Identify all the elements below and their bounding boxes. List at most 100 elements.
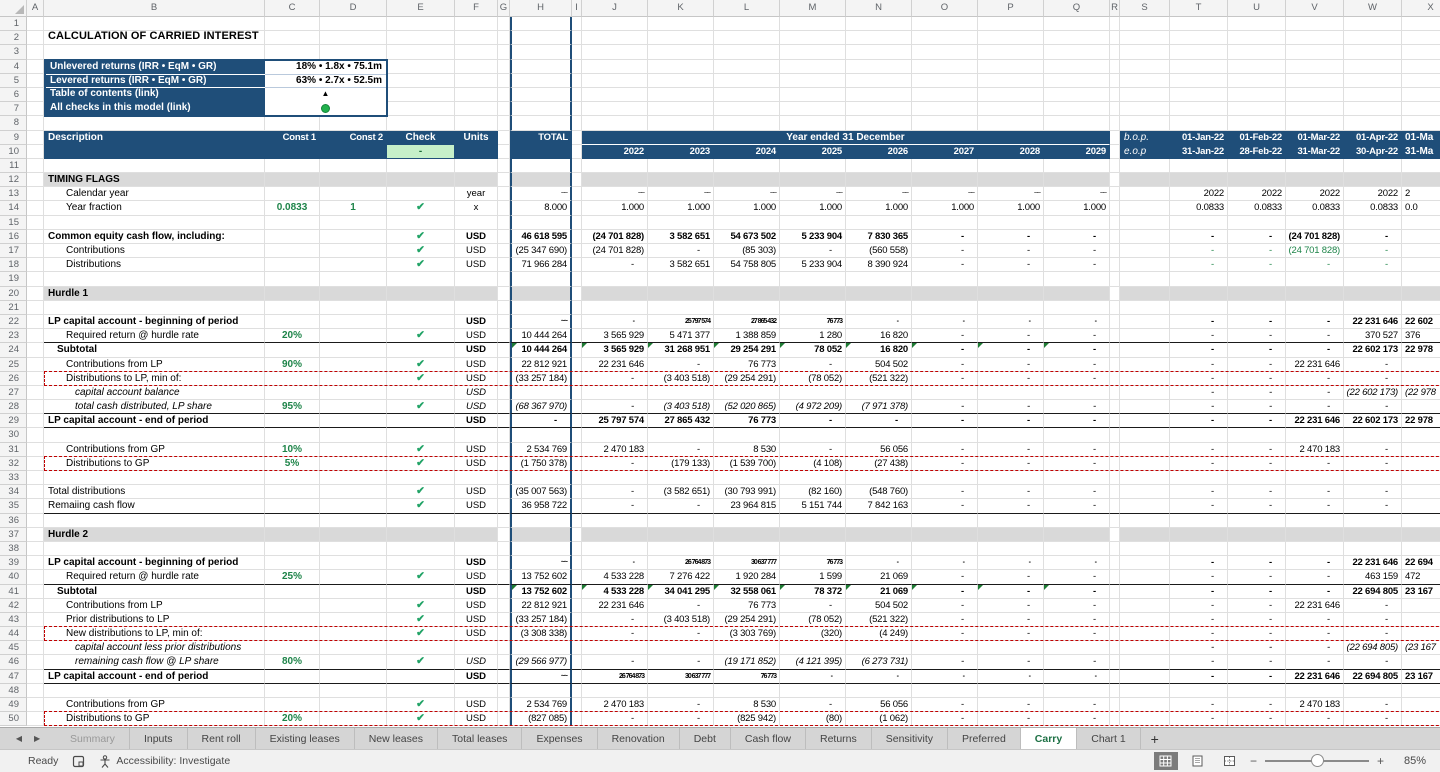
cell-Q28[interactable]: - <box>1044 400 1110 415</box>
cell-M21[interactable] <box>780 300 846 315</box>
cell-H8[interactable] <box>510 116 572 131</box>
cell-K19[interactable] <box>648 272 714 287</box>
cell-K16[interactable]: 3 582 651 <box>648 229 714 244</box>
cell-A33[interactable] <box>27 471 44 486</box>
cell-C17[interactable] <box>265 244 320 259</box>
cell-T31[interactable]: - <box>1170 442 1228 457</box>
col-header-C[interactable]: C <box>265 0 320 17</box>
cell-P33[interactable] <box>978 471 1044 486</box>
cell-W45[interactable]: (22 694 805) <box>1344 641 1402 656</box>
cell-T40[interactable]: - <box>1170 570 1228 585</box>
normal-view-button[interactable] <box>1153 752 1178 770</box>
cell-L29[interactable]: 76 773 <box>714 414 780 429</box>
cell-R3[interactable] <box>1110 45 1120 60</box>
cell-J7[interactable] <box>582 102 648 117</box>
cell-Q31[interactable]: - <box>1044 442 1110 457</box>
cell-Q21[interactable] <box>1044 300 1110 315</box>
cell-O34[interactable]: - <box>912 485 978 500</box>
cell-U37[interactable] <box>1228 527 1286 542</box>
cell-Q48[interactable] <box>1044 683 1110 698</box>
cell-V33[interactable] <box>1286 471 1344 486</box>
cell-R46[interactable] <box>1110 655 1120 670</box>
cell-N3[interactable] <box>846 45 912 60</box>
cell-T45[interactable]: - <box>1170 641 1228 656</box>
cell-C16[interactable] <box>265 229 320 244</box>
cell-B23[interactable]: Required return @ hurdle rate <box>44 329 265 344</box>
cell-N31[interactable]: 56 056 <box>846 442 912 457</box>
cell-P17[interactable]: - <box>978 244 1044 259</box>
cell-R18[interactable] <box>1110 258 1120 273</box>
cell-B40[interactable]: Required return @ hurdle rate <box>44 570 265 585</box>
cell-I44[interactable] <box>572 627 582 642</box>
cell-G15[interactable] <box>498 215 510 230</box>
cell-O4[interactable] <box>912 59 978 74</box>
cell-D47[interactable] <box>320 669 387 684</box>
cell-P13[interactable]: ~~ <box>978 187 1044 202</box>
cell-H31[interactable]: 2 534 769 <box>510 442 572 457</box>
cell-Q39[interactable]: - <box>1044 556 1110 571</box>
cell-X17[interactable] <box>1402 244 1440 259</box>
cell-B50[interactable]: Distributions to GP <box>44 712 265 727</box>
cell-F19[interactable] <box>455 272 498 287</box>
cell-J30[interactable] <box>582 428 648 443</box>
cell-B15[interactable] <box>44 215 265 230</box>
cell-U35[interactable]: - <box>1228 499 1286 514</box>
cell-S41[interactable] <box>1120 584 1170 599</box>
cell-E8[interactable] <box>387 116 455 131</box>
cell-Q6[interactable] <box>1044 87 1110 103</box>
cell-M7[interactable] <box>780 102 846 117</box>
cell-Q14[interactable]: 1.000 <box>1044 201 1110 216</box>
row-header-40[interactable]: 40 <box>0 570 27 585</box>
cell-R43[interactable] <box>1110 612 1120 628</box>
cell-V16[interactable]: (24 701 828) <box>1286 229 1344 244</box>
cell-F12[interactable] <box>455 173 498 188</box>
cell-V1[interactable] <box>1286 17 1344 32</box>
cell-T27[interactable]: - <box>1170 385 1228 401</box>
cell-K47[interactable]: 30 637 777 <box>648 669 714 684</box>
cell-G27[interactable] <box>498 385 510 401</box>
cell-V5[interactable] <box>1286 73 1344 88</box>
cell-O41[interactable]: - <box>912 584 978 599</box>
cell-C39[interactable] <box>265 556 320 571</box>
cell-I50[interactable] <box>572 712 582 727</box>
cell-V3[interactable] <box>1286 45 1344 60</box>
cell-C8[interactable] <box>265 116 320 131</box>
cell-A31[interactable] <box>27 442 44 457</box>
cell-Q42[interactable]: - <box>1044 598 1110 613</box>
cell-D2[interactable] <box>320 31 387 46</box>
cell-X35[interactable] <box>1402 499 1440 514</box>
cell-O6[interactable] <box>912 87 978 103</box>
cell-Q5[interactable] <box>1044 73 1110 88</box>
cell-M44[interactable]: (320) <box>780 627 846 642</box>
cell-J4[interactable] <box>582 59 648 74</box>
cell-U29[interactable]: - <box>1228 414 1286 429</box>
cell-H19[interactable] <box>510 272 572 287</box>
cell-C50[interactable]: 20% <box>265 712 320 727</box>
sheet-tab-rent-roll[interactable]: Rent roll <box>188 728 256 749</box>
cell-J41[interactable]: 4 533 228 <box>582 584 648 599</box>
cell-B16[interactable]: Common equity cash flow, including: <box>44 229 265 244</box>
cell-I17[interactable] <box>572 244 582 259</box>
cell-M37[interactable] <box>780 527 846 542</box>
cell-N6[interactable] <box>846 87 912 103</box>
cell-E16[interactable]: ✔ <box>387 229 455 244</box>
cell-U40[interactable]: - <box>1228 570 1286 585</box>
cell-Q24[interactable]: - <box>1044 343 1110 358</box>
cell-X34[interactable] <box>1402 485 1440 500</box>
cell-Q4[interactable] <box>1044 59 1110 74</box>
cell-U50[interactable]: - <box>1228 712 1286 727</box>
cell-F40[interactable]: USD <box>455 570 498 585</box>
cell-W11[interactable] <box>1344 158 1402 174</box>
cell-Q19[interactable] <box>1044 272 1110 287</box>
cell-H38[interactable] <box>510 541 572 557</box>
cell-G43[interactable] <box>498 612 510 628</box>
cell-J47[interactable]: 26 764 873 <box>582 669 648 684</box>
cell-G9[interactable] <box>498 130 510 145</box>
cell-S13[interactable] <box>1120 187 1170 202</box>
cell-N24[interactable]: 16 820 <box>846 343 912 358</box>
cell-H25[interactable]: 22 812 921 <box>510 357 572 372</box>
cell-J26[interactable]: - <box>582 371 648 386</box>
cell-E39[interactable] <box>387 556 455 571</box>
cell-A39[interactable] <box>27 556 44 571</box>
cell-S40[interactable] <box>1120 570 1170 585</box>
